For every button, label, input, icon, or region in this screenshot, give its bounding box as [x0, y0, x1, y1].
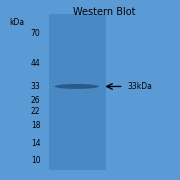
Text: 33kDa: 33kDa [127, 82, 152, 91]
Text: 18: 18 [31, 121, 40, 130]
Text: 26: 26 [31, 96, 40, 105]
Ellipse shape [55, 84, 99, 89]
Text: Western Blot: Western Blot [73, 7, 135, 17]
Text: kDa: kDa [9, 18, 24, 27]
Text: 70: 70 [31, 29, 40, 38]
Text: 22: 22 [31, 107, 40, 116]
Text: 14: 14 [31, 139, 40, 148]
Text: 44: 44 [31, 59, 40, 68]
Text: 33: 33 [31, 82, 40, 91]
FancyBboxPatch shape [49, 14, 106, 170]
Text: 10: 10 [31, 156, 40, 165]
